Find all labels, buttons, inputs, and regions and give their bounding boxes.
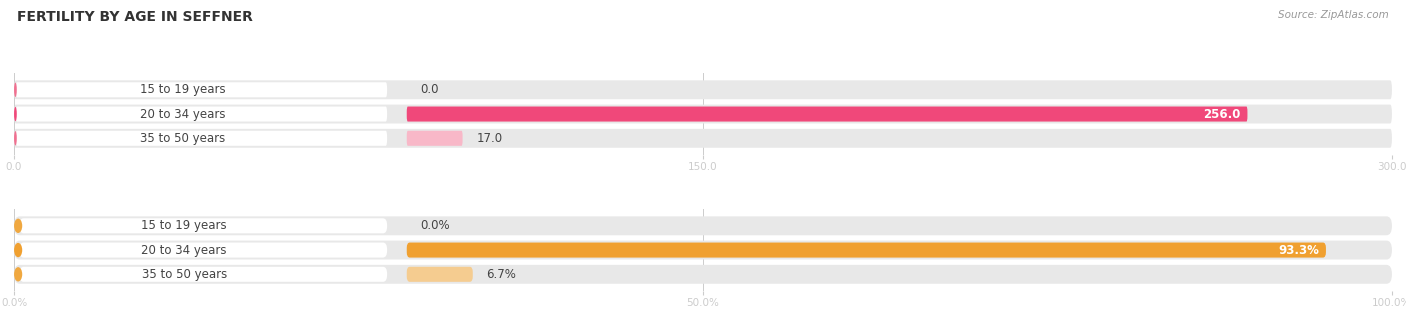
FancyBboxPatch shape	[14, 265, 1392, 284]
Text: 93.3%: 93.3%	[1278, 244, 1319, 257]
FancyBboxPatch shape	[14, 216, 1392, 235]
Text: 256.0: 256.0	[1204, 108, 1240, 120]
FancyBboxPatch shape	[14, 129, 1392, 148]
FancyBboxPatch shape	[20, 243, 387, 258]
Circle shape	[14, 243, 22, 257]
Circle shape	[14, 131, 17, 145]
Text: Source: ZipAtlas.com: Source: ZipAtlas.com	[1278, 10, 1389, 20]
Circle shape	[14, 219, 22, 233]
FancyBboxPatch shape	[406, 243, 1326, 258]
FancyBboxPatch shape	[15, 82, 387, 97]
FancyBboxPatch shape	[20, 218, 387, 233]
Text: 35 to 50 years: 35 to 50 years	[141, 132, 225, 145]
FancyBboxPatch shape	[14, 241, 1392, 260]
Text: 0.0%: 0.0%	[420, 219, 450, 232]
Text: 17.0: 17.0	[477, 132, 502, 145]
Circle shape	[14, 107, 17, 121]
Text: 15 to 19 years: 15 to 19 years	[142, 219, 226, 232]
FancyBboxPatch shape	[406, 107, 1247, 121]
Text: 20 to 34 years: 20 to 34 years	[142, 244, 226, 257]
Text: FERTILITY BY AGE IN SEFFNER: FERTILITY BY AGE IN SEFFNER	[17, 10, 253, 24]
Text: 20 to 34 years: 20 to 34 years	[141, 108, 225, 120]
FancyBboxPatch shape	[15, 107, 387, 121]
FancyBboxPatch shape	[14, 105, 1392, 123]
FancyBboxPatch shape	[406, 267, 472, 282]
FancyBboxPatch shape	[14, 80, 1392, 99]
FancyBboxPatch shape	[20, 267, 387, 282]
Text: 35 to 50 years: 35 to 50 years	[142, 268, 226, 281]
FancyBboxPatch shape	[406, 131, 463, 146]
Text: 0.0: 0.0	[420, 83, 439, 96]
Circle shape	[14, 83, 17, 97]
Circle shape	[14, 267, 22, 281]
Text: 15 to 19 years: 15 to 19 years	[139, 83, 225, 96]
FancyBboxPatch shape	[15, 131, 387, 146]
Text: 6.7%: 6.7%	[486, 268, 516, 281]
